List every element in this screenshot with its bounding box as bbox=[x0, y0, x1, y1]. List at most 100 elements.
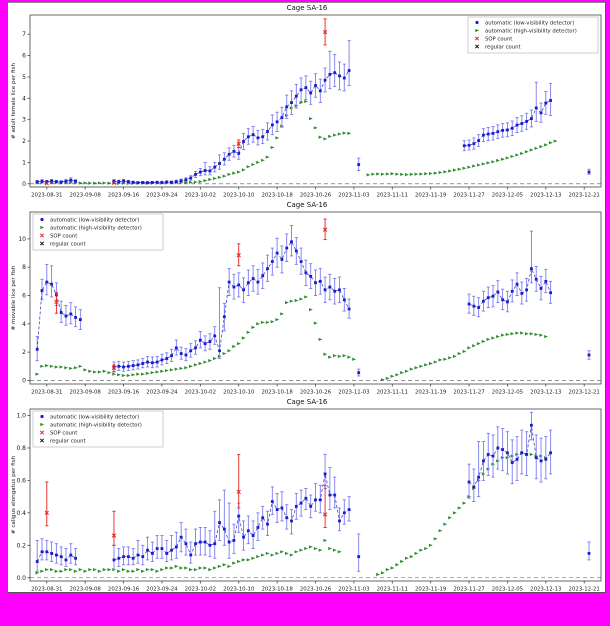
subplot-movable-lice: Cage SA-16 0 2 4 6 8 10 2023-08-31 2023-09-08 20… bbox=[8, 200, 606, 397]
svg-text:2023-09-16: 2023-09-16 bbox=[108, 390, 140, 396]
svg-text:2023-09-08: 2023-09-08 bbox=[70, 587, 102, 593]
svg-text:regular count: regular count bbox=[50, 438, 86, 444]
svg-text:2023-11-03: 2023-11-03 bbox=[338, 193, 369, 199]
chart-title: Cage SA-16 bbox=[286, 4, 328, 12]
svg-text:2023-10-26: 2023-10-26 bbox=[300, 193, 332, 199]
svg-text:2023-10-26: 2023-10-26 bbox=[300, 390, 332, 396]
svg-text:2023-11-27: 2023-11-27 bbox=[453, 193, 484, 199]
series-auto-high-visibility bbox=[35, 295, 548, 382]
svg-text:automatic (high-visibility det: automatic (high-visibility detector) bbox=[50, 422, 142, 428]
svg-text:SOP count: SOP count bbox=[50, 430, 77, 436]
series-sop-count bbox=[54, 218, 328, 373]
svg-text:automatic (high-visibility det: automatic (high-visibility detector) bbox=[485, 28, 577, 34]
svg-text:2023-09-16: 2023-09-16 bbox=[108, 193, 140, 199]
svg-text:2023-12-21: 2023-12-21 bbox=[569, 390, 600, 396]
series-auto-high-visibility bbox=[35, 99, 558, 185]
svg-text:automatic (high-visibility det: automatic (high-visibility detector) bbox=[50, 225, 142, 231]
svg-text:6: 6 bbox=[22, 293, 26, 300]
svg-text:2023-12-13: 2023-12-13 bbox=[530, 193, 561, 199]
svg-text:# movable lice per fish: # movable lice per fish bbox=[11, 265, 17, 330]
svg-text:2023-12-21: 2023-12-21 bbox=[569, 587, 600, 593]
svg-text:2023-10-10: 2023-10-10 bbox=[223, 587, 255, 593]
svg-text:2023-12-13: 2023-12-13 bbox=[530, 390, 561, 396]
svg-text:2023-09-16: 2023-09-16 bbox=[108, 587, 140, 593]
svg-text:2023-11-11: 2023-11-11 bbox=[377, 390, 408, 396]
svg-text:2023-11-27: 2023-11-27 bbox=[453, 390, 484, 396]
svg-text:2023-10-18: 2023-10-18 bbox=[261, 587, 293, 593]
svg-text:1.0: 1.0 bbox=[16, 412, 26, 419]
subplot-caligus-elongatus: Cage SA-16 0.0 0.2 0.4 0.6 0.8 1.0 2023-08-31 2… bbox=[8, 397, 606, 594]
series-auto-low-visibility bbox=[35, 224, 591, 377]
svg-text:2023-12-05: 2023-12-05 bbox=[492, 390, 523, 396]
svg-text:2023-10-10: 2023-10-10 bbox=[223, 193, 255, 199]
svg-text:1: 1 bbox=[22, 159, 26, 166]
axes: 0 1 2 3 4 5 6 7 2023-08-31 2023-09-08 2023-09-16 20… bbox=[11, 14, 602, 199]
svg-text:2023-12-13: 2023-12-13 bbox=[530, 587, 561, 593]
chart-title: Cage SA-16 bbox=[286, 201, 328, 209]
chart-title: Cage SA-16 bbox=[286, 398, 328, 406]
legend: automatic (low-visibility detector) autom… bbox=[32, 213, 164, 251]
series-sop-count bbox=[44, 453, 328, 546]
svg-text:0.6: 0.6 bbox=[16, 477, 26, 484]
svg-text:2023-11-03: 2023-11-03 bbox=[338, 390, 369, 396]
legend: automatic (low-visibility detector) autom… bbox=[32, 410, 164, 448]
axes: 0 2 4 6 8 10 2023-08-31 2023-09-08 2023-09-16 202… bbox=[11, 211, 602, 396]
subplot-adult-female-lice: Cage SA-16 0 1 2 3 4 5 6 7 2023-08-31 2023-09-08 2… bbox=[8, 3, 606, 200]
svg-text:4: 4 bbox=[22, 95, 26, 102]
svg-text:2023-12-05: 2023-12-05 bbox=[492, 587, 523, 593]
svg-text:2023-10-10: 2023-10-10 bbox=[223, 390, 255, 396]
svg-text:2023-11-19: 2023-11-19 bbox=[415, 587, 447, 593]
svg-text:regular count: regular count bbox=[485, 44, 521, 50]
svg-text:2023-10-26: 2023-10-26 bbox=[300, 587, 332, 593]
legend: automatic (low-visibility detector) autom… bbox=[467, 16, 599, 54]
svg-text:2023-11-11: 2023-11-11 bbox=[377, 193, 408, 199]
svg-text:5: 5 bbox=[22, 74, 26, 81]
series-auto-high-visibility bbox=[35, 451, 548, 577]
svg-text:7: 7 bbox=[22, 31, 26, 38]
svg-text:2023-10-02: 2023-10-02 bbox=[185, 193, 216, 199]
svg-text:regular count: regular count bbox=[50, 241, 86, 247]
svg-text:2023-10-18: 2023-10-18 bbox=[261, 390, 293, 396]
series-auto-low-visibility bbox=[35, 40, 591, 185]
svg-text:0.4: 0.4 bbox=[16, 510, 26, 517]
figure-panel: Cage SA-16 0 1 2 3 4 5 6 7 2023-08-31 2023-09-08 2… bbox=[8, 2, 606, 593]
svg-text:2: 2 bbox=[22, 138, 26, 145]
svg-text:automatic (low-visibility dete: automatic (low-visibility detector) bbox=[485, 20, 574, 26]
svg-text:# caligus elongatus per fish: # caligus elongatus per fish bbox=[11, 455, 17, 534]
svg-text:2023-12-21: 2023-12-21 bbox=[569, 193, 600, 199]
svg-text:SOP count: SOP count bbox=[50, 233, 77, 239]
svg-text:2023-08-31: 2023-08-31 bbox=[31, 390, 62, 396]
svg-text:2023-08-31: 2023-08-31 bbox=[31, 193, 62, 199]
svg-text:# adult female lice per fish: # adult female lice per fish bbox=[11, 63, 17, 139]
series-sop-count bbox=[44, 18, 328, 186]
svg-text:10: 10 bbox=[18, 236, 26, 243]
svg-text:2023-11-03: 2023-11-03 bbox=[338, 587, 369, 593]
svg-text:2: 2 bbox=[22, 349, 26, 356]
series-auto-low-visibility bbox=[35, 411, 591, 572]
svg-text:2023-11-27: 2023-11-27 bbox=[453, 587, 484, 593]
svg-text:2023-09-24: 2023-09-24 bbox=[146, 587, 178, 593]
svg-text:2023-12-05: 2023-12-05 bbox=[492, 193, 523, 199]
svg-text:2023-11-19: 2023-11-19 bbox=[415, 193, 447, 199]
svg-text:0: 0 bbox=[22, 377, 26, 384]
svg-text:SOP count: SOP count bbox=[485, 36, 512, 42]
svg-text:6: 6 bbox=[22, 53, 26, 60]
svg-text:2023-09-08: 2023-09-08 bbox=[70, 193, 102, 199]
axes: 0.0 0.2 0.4 0.6 0.8 1.0 2023-08-31 2023-09-08 20… bbox=[11, 408, 602, 593]
svg-text:automatic (low-visibility dete: automatic (low-visibility detector) bbox=[50, 414, 139, 420]
svg-text:2023-10-02: 2023-10-02 bbox=[185, 390, 216, 396]
svg-text:2023-09-08: 2023-09-08 bbox=[70, 390, 102, 396]
svg-text:2023-10-02: 2023-10-02 bbox=[185, 587, 216, 593]
adult-female-lice-chart: 0 1 2 3 4 5 6 7 2023-08-31 2023-09-08 2023-09-16 20… bbox=[11, 14, 602, 199]
svg-text:8: 8 bbox=[22, 264, 26, 271]
svg-text:0.8: 0.8 bbox=[16, 445, 26, 452]
caligus-elongatus-chart: 0.0 0.2 0.4 0.6 0.8 1.0 2023-08-31 2023-09-08 20… bbox=[11, 408, 602, 593]
svg-text:2023-10-18: 2023-10-18 bbox=[261, 193, 293, 199]
svg-text:automatic (low-visibility dete: automatic (low-visibility detector) bbox=[50, 217, 139, 223]
svg-text:2023-08-31: 2023-08-31 bbox=[31, 587, 62, 593]
svg-text:0.0: 0.0 bbox=[16, 575, 26, 582]
svg-text:4: 4 bbox=[22, 321, 26, 328]
svg-text:0.2: 0.2 bbox=[16, 542, 26, 549]
svg-text:3: 3 bbox=[22, 117, 26, 124]
svg-text:2023-11-11: 2023-11-11 bbox=[377, 587, 408, 593]
